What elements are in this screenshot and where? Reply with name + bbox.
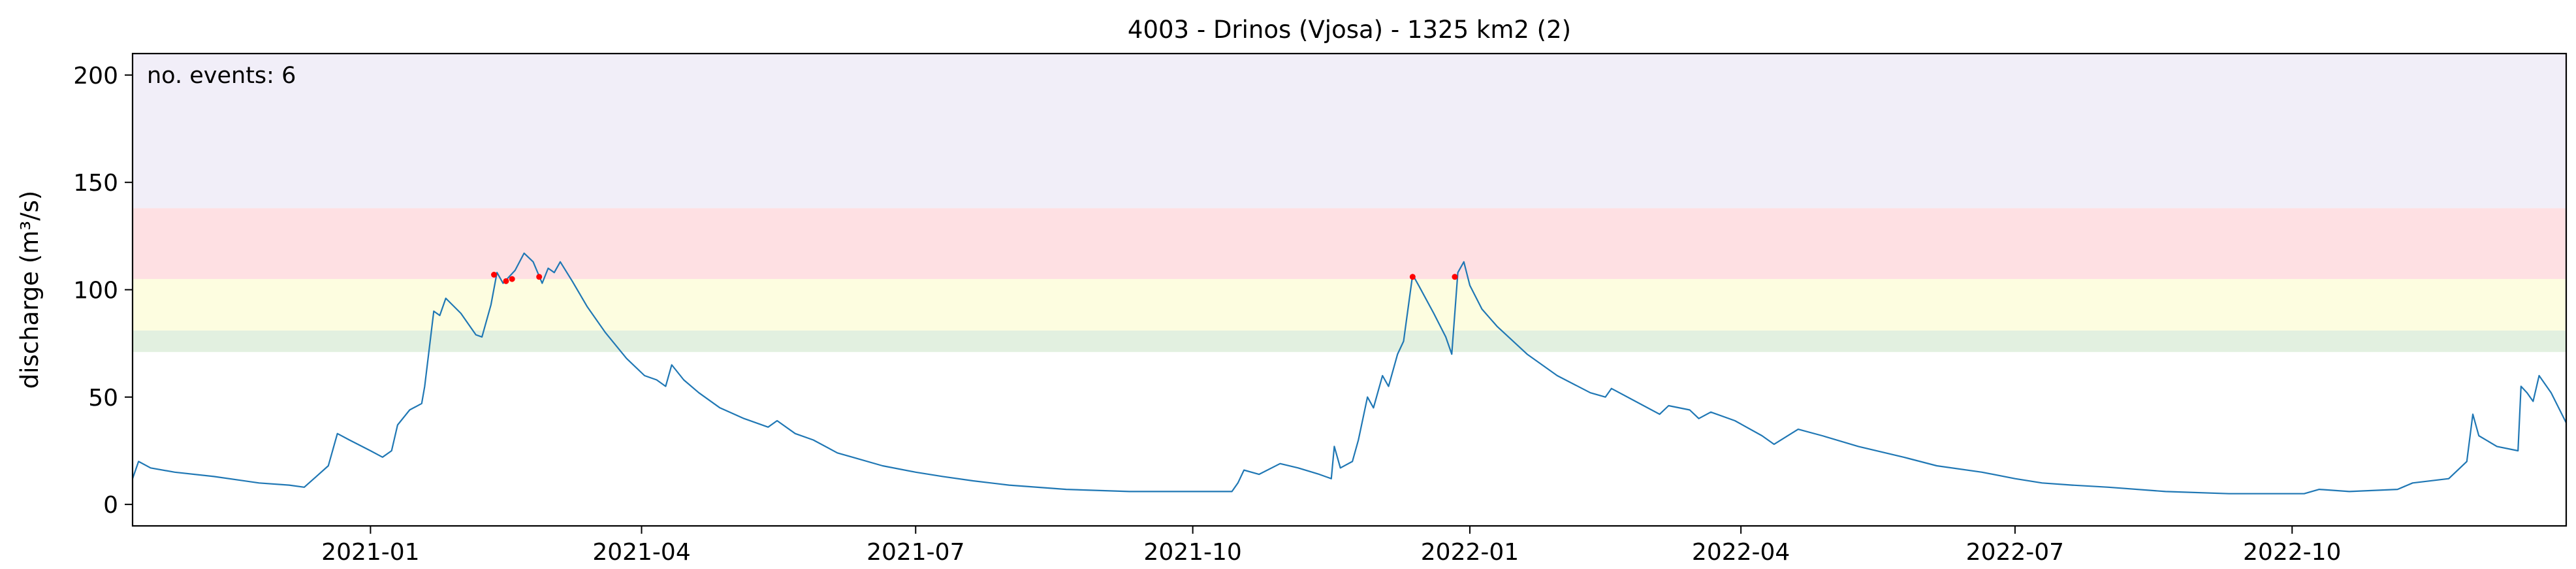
x-axis: 2021-01 2021-04 2021-07 2021-10 2022-01 2022-…	[321, 526, 2341, 566]
event-marker	[491, 271, 498, 278]
discharge-series	[131, 252, 2567, 495]
event-markers	[491, 271, 1458, 284]
x-tick-label: 2021-10	[1143, 539, 1241, 566]
threshold-bands	[133, 54, 2566, 352]
x-tick-label: 2022-01	[1421, 539, 1519, 566]
threshold-band	[133, 208, 2566, 280]
threshold-band	[133, 54, 2566, 208]
x-tick-label: 2021-07	[867, 539, 964, 566]
x-tick-label: 2021-01	[321, 539, 419, 566]
event-marker	[536, 274, 543, 280]
y-tick-label: 200	[73, 63, 118, 89]
event-marker	[509, 276, 515, 282]
event-count-label: no. events: 6	[147, 63, 296, 89]
event-marker	[1409, 274, 1416, 280]
x-tick-label: 2021-04	[592, 539, 690, 566]
y-axis-title: discharge (m³/s)	[16, 191, 44, 389]
y-tick-label: 0	[103, 492, 118, 519]
x-tick-label: 2022-07	[1966, 539, 2064, 566]
discharge-line	[131, 252, 2567, 495]
x-tick-label: 2022-10	[2243, 539, 2341, 566]
y-tick-label: 50	[88, 385, 118, 412]
x-tick-label: 2022-04	[1692, 539, 1790, 566]
threshold-band	[133, 330, 2566, 352]
event-marker	[1452, 274, 1458, 280]
y-axis: 0 50 100 150 200	[73, 63, 133, 519]
chart-title: 4003 - Drinos (Vjosa) - 1325 km2 (2)	[1128, 16, 1571, 44]
event-marker	[503, 278, 509, 284]
threshold-band	[133, 279, 2566, 331]
y-tick-label: 100	[73, 278, 118, 304]
y-tick-label: 150	[73, 170, 118, 197]
